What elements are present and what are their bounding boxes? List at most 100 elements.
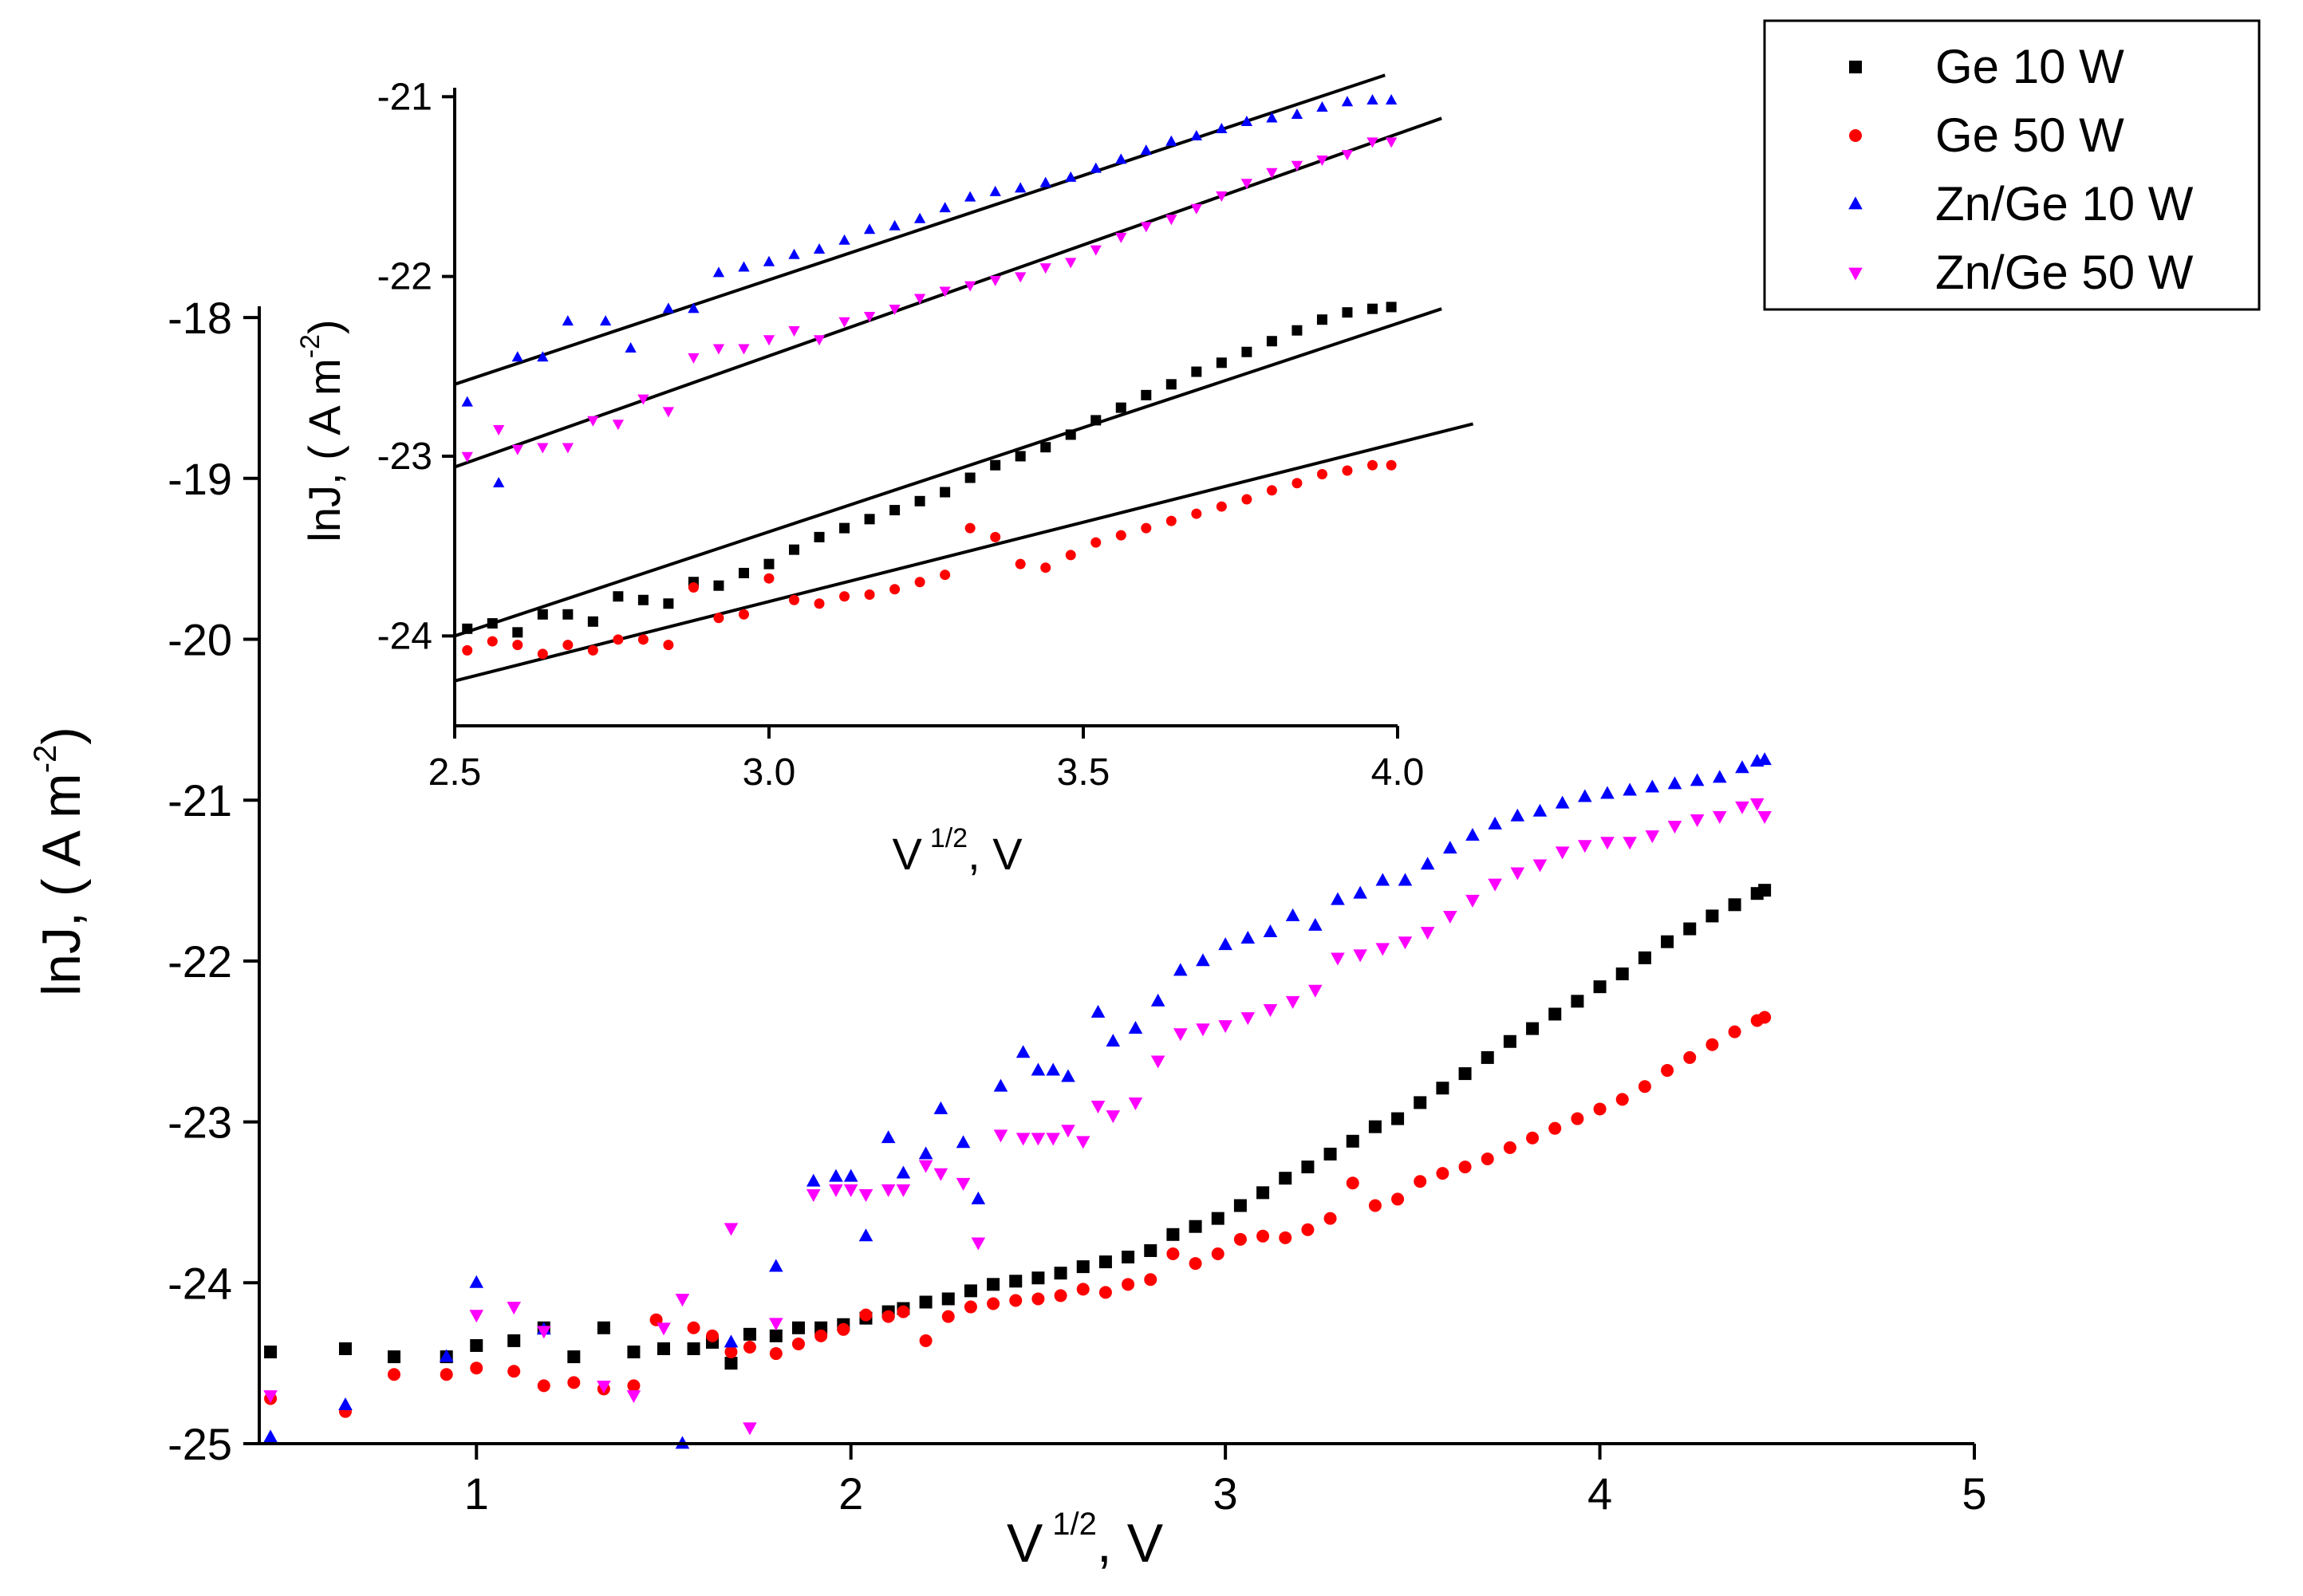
legend-entry-ge-10w: Ge 10 W [1849, 40, 2124, 93]
fit-line-ge-10-w-fit [454, 307, 1442, 638]
data-point [1436, 1082, 1449, 1095]
data-point [511, 351, 523, 362]
data-point [806, 1188, 821, 1202]
data-point [1076, 1283, 1090, 1296]
data-point [1532, 803, 1548, 817]
data-point [469, 1310, 484, 1323]
data-point [843, 1184, 858, 1197]
data-point [1706, 909, 1719, 923]
data-point [839, 591, 850, 602]
data-point [838, 317, 850, 328]
data-point [1266, 336, 1277, 347]
data-point [688, 353, 700, 364]
data-point [863, 223, 876, 234]
data-point [1040, 442, 1051, 453]
data-point [769, 1329, 783, 1342]
inset-background [455, 40, 1476, 774]
data-point [1712, 810, 1727, 824]
y-tick-label: -20 [168, 614, 232, 664]
y-tick-label: -22 [377, 256, 432, 298]
data-point [597, 1321, 610, 1334]
data-point [1140, 222, 1152, 233]
data-point [1141, 389, 1152, 400]
data-point [1645, 830, 1660, 844]
data-point [829, 1184, 843, 1197]
data-point [964, 281, 976, 292]
legend-marker-shape [1848, 267, 1863, 281]
data-point [1481, 1152, 1494, 1165]
data-point [769, 1318, 783, 1331]
data-point [1758, 1011, 1772, 1024]
data-point [597, 1380, 611, 1393]
data-point [1391, 1112, 1405, 1125]
data-point [511, 444, 523, 455]
data-point [688, 581, 699, 593]
data-point [1735, 760, 1749, 774]
data-point [1316, 314, 1327, 325]
legend: Ge 10 W Ge 50 W Zn/Ge 10 W Zn/Ge 50 W [1763, 19, 2261, 311]
data-point [1115, 530, 1126, 541]
data-point [567, 1376, 581, 1389]
data-point [1140, 144, 1152, 156]
data-point [657, 1342, 670, 1355]
data-point [1690, 773, 1705, 786]
data-point [1266, 167, 1278, 179]
data-point [1173, 963, 1188, 976]
data-point [933, 1168, 948, 1181]
data-point [1098, 1255, 1112, 1269]
data-point [939, 286, 951, 298]
data-point [1065, 429, 1076, 440]
data-point [1115, 232, 1127, 243]
data-point [1683, 922, 1697, 936]
series-zn-ge-10-w [461, 93, 1398, 487]
data-point [1166, 1228, 1180, 1241]
data-point [1488, 816, 1502, 830]
data-point [1196, 953, 1210, 967]
data-point [706, 1329, 720, 1342]
data-point [1285, 908, 1300, 921]
data-point [1256, 1186, 1270, 1200]
data-point [1353, 949, 1367, 963]
inset-plot: 2.5 3.0 3.5 4.0 -24 -23 -22 -21 V 1/2, V lnJ, ( … [295, 40, 1476, 879]
legend-label: Ge 10 W [1935, 40, 2124, 93]
data-point [507, 1302, 522, 1315]
data-point [919, 1334, 933, 1347]
data-point [1115, 153, 1127, 164]
data-point [956, 1135, 971, 1149]
data-point [1420, 857, 1435, 870]
data-point [1385, 137, 1398, 148]
data-point [1458, 1161, 1472, 1174]
data-point [1593, 980, 1607, 994]
data-point [1728, 1025, 1741, 1038]
data-point [1735, 801, 1749, 814]
data-point [1532, 859, 1548, 873]
data-point [1291, 160, 1303, 171]
data-point [1526, 1131, 1540, 1145]
data-point [1279, 1172, 1292, 1185]
data-point [470, 1362, 483, 1375]
data-point [889, 505, 901, 516]
data-point [1190, 130, 1202, 141]
data-point [1240, 179, 1253, 190]
data-point [1015, 451, 1026, 462]
data-point [1263, 1004, 1278, 1018]
data-point [1075, 1136, 1090, 1149]
data-point [1233, 1232, 1247, 1246]
data-point [1526, 1022, 1540, 1035]
data-point [462, 644, 473, 656]
x-tick-label: 5 [1962, 1468, 1986, 1519]
data-point [881, 1184, 896, 1197]
data-point [1090, 162, 1102, 173]
data-point [738, 261, 750, 272]
series-zn-ge-50-w [263, 798, 1772, 1436]
data-point [1189, 1220, 1202, 1233]
data-point [462, 623, 473, 634]
data-point [1061, 1125, 1075, 1138]
data-point [675, 1294, 690, 1307]
data-point [1196, 1023, 1210, 1037]
data-point [939, 202, 951, 213]
data-point [1341, 96, 1354, 107]
data-point [1368, 1199, 1382, 1212]
data-point [914, 577, 925, 588]
